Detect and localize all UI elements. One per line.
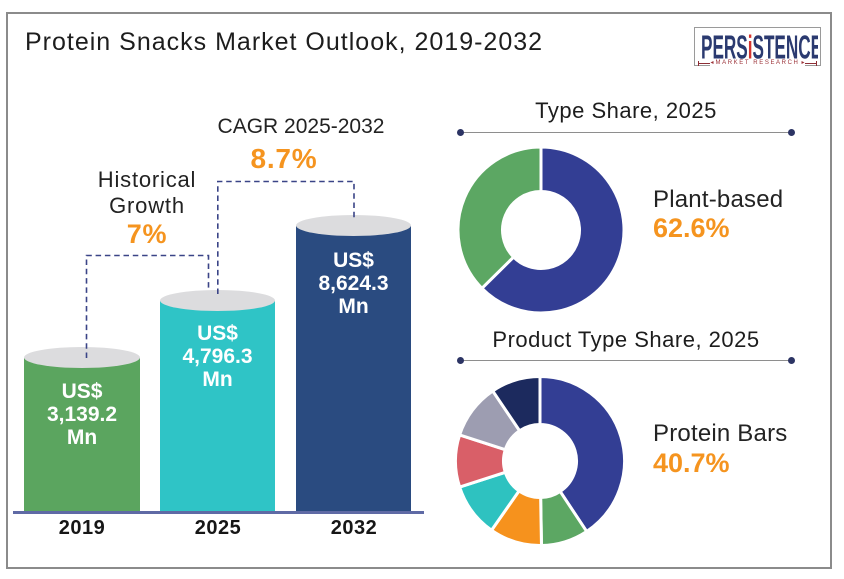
svg-text:PERSiSTENCE: PERSiSTENCE (701, 28, 818, 60)
